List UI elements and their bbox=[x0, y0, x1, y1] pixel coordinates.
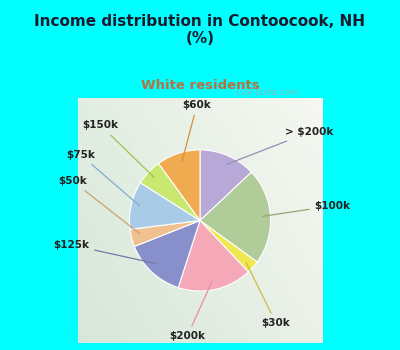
Text: $50k: $50k bbox=[58, 176, 140, 234]
Text: $200k: $200k bbox=[169, 281, 212, 341]
Wedge shape bbox=[200, 220, 257, 272]
Wedge shape bbox=[200, 150, 252, 220]
Wedge shape bbox=[178, 220, 248, 291]
Wedge shape bbox=[140, 163, 200, 220]
Text: $125k: $125k bbox=[53, 240, 156, 264]
Text: $75k: $75k bbox=[66, 150, 139, 205]
Wedge shape bbox=[130, 220, 200, 246]
Wedge shape bbox=[134, 220, 200, 288]
Wedge shape bbox=[158, 150, 200, 220]
Text: $30k: $30k bbox=[246, 262, 290, 328]
Text: $150k: $150k bbox=[83, 120, 154, 177]
Text: $100k: $100k bbox=[263, 201, 351, 216]
Text: > $200k: > $200k bbox=[226, 127, 334, 164]
Wedge shape bbox=[130, 183, 200, 229]
Wedge shape bbox=[200, 172, 270, 262]
Text: Income distribution in Contoocook, NH
(%): Income distribution in Contoocook, NH (%… bbox=[34, 14, 366, 47]
Text: White residents: White residents bbox=[141, 79, 259, 92]
Text: City-Data.com: City-Data.com bbox=[236, 88, 300, 97]
Text: $60k: $60k bbox=[182, 100, 212, 161]
